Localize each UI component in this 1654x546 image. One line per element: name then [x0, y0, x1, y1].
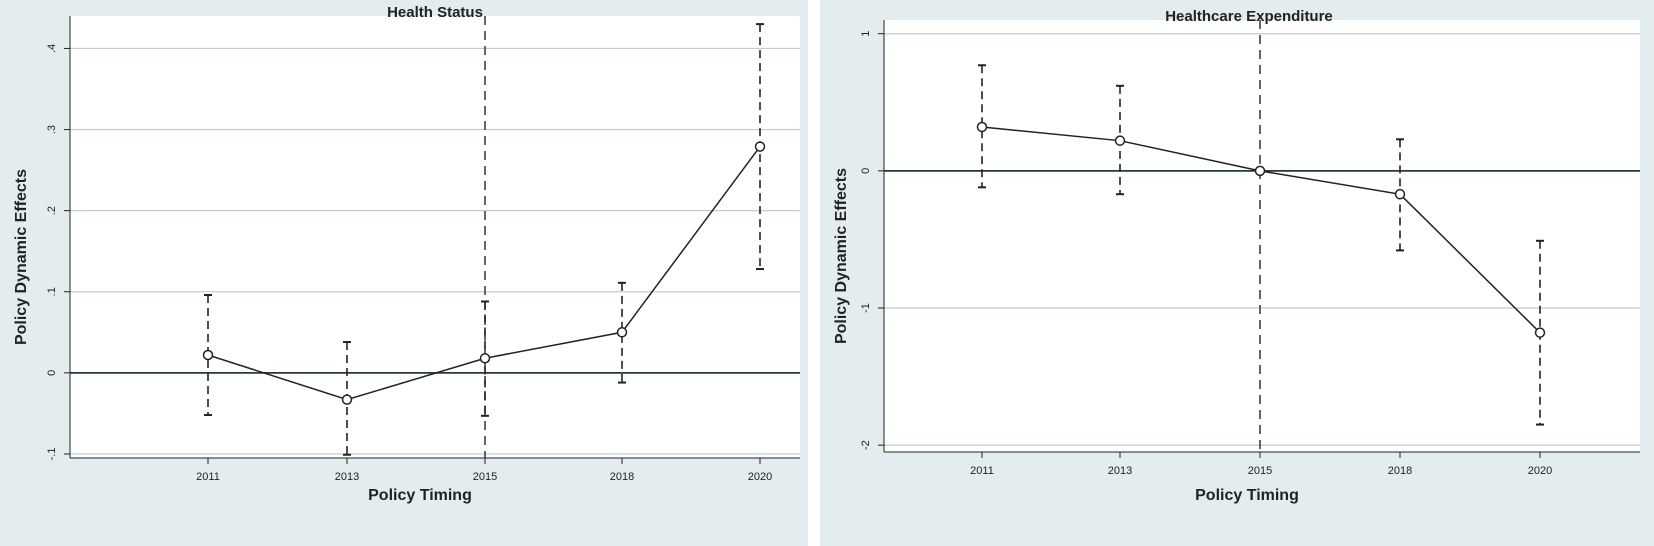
health-status-panel: -.1 0 .1 .2 .3 .4 2011 2013 2015 2018 2020 Health S…	[0, 0, 808, 546]
x-tick-label: 2018	[610, 471, 634, 483]
chart-title: Health Status	[387, 4, 483, 21]
y-tick-label: -.1	[46, 448, 58, 461]
data-point	[616, 327, 628, 338]
y-tick-label: 1	[860, 31, 872, 37]
x-tick-label: 2013	[1108, 465, 1132, 477]
data-point	[754, 141, 766, 152]
x-tick-label: 2011	[970, 465, 994, 477]
x-tick-label: 2020	[1528, 465, 1552, 477]
y-tick-label: -1	[860, 303, 872, 313]
y-tick-label: -2	[860, 440, 872, 450]
chart-title: Healthcare Expenditure	[1165, 8, 1333, 25]
data-point	[479, 352, 491, 364]
data-point	[976, 121, 988, 133]
x-tick-label: 2018	[1388, 465, 1412, 477]
y-tick-label: 0	[860, 168, 872, 174]
data-point	[1114, 135, 1126, 146]
y-axis-label: Policy Dynamic Effects	[13, 169, 30, 345]
x-tick-label: 2015	[473, 471, 497, 483]
x-tick-label: 2011	[196, 471, 220, 483]
data-point	[202, 349, 214, 361]
plot-area	[884, 20, 1640, 452]
y-axis-label: Policy Dynamic Effects	[833, 168, 850, 344]
plot-area	[70, 16, 800, 458]
x-axis-label: Policy Timing	[368, 487, 472, 504]
healthcare-expenditure-chart: -2 -1 0 1 2011 2013 2015 2018 2020 Healthcare Exp…	[833, 8, 1640, 504]
healthcare-expenditure-panel: -2 -1 0 1 2011 2013 2015 2018 2020 Healthcare Exp…	[820, 0, 1654, 546]
y-tick-label: .2	[46, 206, 58, 215]
x-axis-label: Policy Timing	[1195, 487, 1299, 504]
y-tick-label: 0	[46, 370, 58, 376]
data-point	[1534, 327, 1546, 338]
data-point	[341, 394, 353, 405]
x-tick-label: 2013	[335, 471, 359, 483]
data-point	[1394, 188, 1406, 200]
x-tick-label: 2020	[748, 471, 772, 483]
y-tick-label: .3	[46, 125, 58, 134]
data-point	[1254, 165, 1266, 177]
y-tick-label: .1	[46, 287, 58, 296]
health-status-chart: -.1 0 .1 .2 .3 .4 2011 2013 2015 2018 2020 Health S…	[13, 4, 800, 504]
y-tick-label: .4	[46, 44, 58, 53]
x-tick-label: 2015	[1248, 465, 1272, 477]
